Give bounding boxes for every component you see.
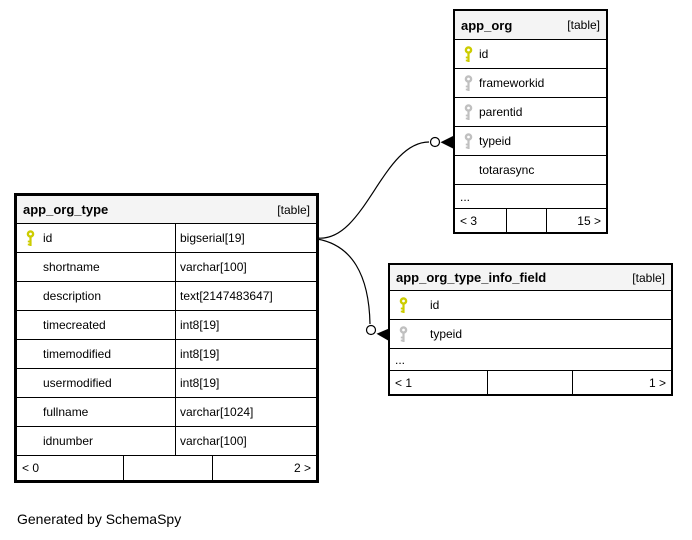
column-type: int8[19]	[180, 376, 220, 390]
footer-mid-cell	[124, 456, 213, 480]
table-title[interactable]: app_org_type_info_field	[396, 270, 547, 285]
foreign-key-icon	[398, 325, 430, 343]
primary-key-icon	[25, 229, 43, 247]
zero-or-one-marker	[429, 136, 441, 148]
footer-mid-cell	[507, 209, 547, 232]
table-title[interactable]: app_org	[461, 17, 513, 33]
column-row-timecreated[interactable]: timecreated int8[19]	[17, 311, 316, 340]
footer-parents-count: 2 >	[293, 461, 311, 475]
table-tag: [table]	[277, 202, 310, 217]
column-row-usermodified[interactable]: usermodified int8[19]	[17, 369, 316, 398]
column-name: totarasync	[479, 163, 535, 177]
footer-parents-count: 15 >	[577, 213, 601, 228]
column-row-typeid[interactable]: typeid	[390, 320, 671, 349]
foreign-key-icon	[463, 74, 479, 92]
column-row-parentid[interactable]: parentid	[455, 98, 606, 127]
column-type: int8[19]	[180, 347, 220, 361]
column-row-frameworkid[interactable]: frameworkid	[455, 69, 606, 98]
table-header: app_org_type_info_field [table]	[390, 265, 671, 291]
column-name: parentid	[479, 105, 523, 119]
table-tag: [table]	[632, 270, 665, 285]
column-name: typeid	[430, 327, 463, 341]
foreign-key-icon	[463, 103, 479, 121]
zero-or-one-marker	[365, 324, 377, 336]
footer-parents-count: 1 >	[648, 375, 666, 390]
column-name: typeid	[479, 134, 512, 148]
column-row-id[interactable]: id bigserial[19]	[17, 224, 316, 253]
column-name: id	[479, 47, 489, 61]
column-row-idnumber[interactable]: idnumber varchar[100]	[17, 427, 316, 456]
table-title[interactable]: app_org_type	[23, 202, 109, 217]
table-header: app_org_type [table]	[17, 196, 316, 224]
footer-children-count: < 0	[17, 456, 124, 480]
table-app_org_type: app_org_type [table] id bigserial[19] shortn…	[14, 193, 319, 483]
column-name: frameworkid	[479, 76, 545, 90]
column-type: int8[19]	[180, 318, 220, 332]
primary-key-icon	[463, 45, 479, 63]
column-row-shortname[interactable]: shortname varchar[100]	[17, 253, 316, 282]
table-footer: < 0 2 >	[17, 456, 316, 480]
column-name: usermodified	[43, 376, 112, 390]
foreign-key-icon	[463, 132, 479, 150]
column-name: timecreated	[43, 318, 106, 332]
table-app_org_type_info_field: app_org_type_info_field [table] id typeid..…	[388, 263, 673, 396]
generator-credit: Generated by SchemaSpy	[17, 511, 182, 527]
column-name: id	[430, 298, 440, 312]
column-name: shortname	[43, 260, 100, 274]
column-type: varchar[100]	[180, 260, 247, 274]
table-footer: < 1 1 >	[390, 371, 671, 394]
column-name: id	[43, 231, 53, 245]
column-row-id[interactable]: id	[390, 291, 671, 320]
ellipsis-row: ...	[390, 349, 671, 371]
arrowhead-icon	[440, 136, 453, 149]
column-row-id[interactable]: id	[455, 40, 606, 69]
column-name: timemodified	[43, 347, 112, 361]
column-name: description	[43, 289, 102, 303]
ellipsis-row: ...	[455, 185, 606, 209]
relationship-edge-info-field	[316, 238, 389, 341]
table-tag: [table]	[567, 18, 600, 32]
column-type: varchar[100]	[180, 434, 247, 448]
column-row-typeid[interactable]: typeid	[455, 127, 606, 156]
relationship-edge-app-org	[316, 136, 453, 239]
column-type: varchar[1024]	[180, 405, 254, 419]
column-row-totarasync[interactable]: totarasync	[455, 156, 606, 185]
table-footer: < 3 15 >	[455, 209, 606, 232]
primary-key-icon	[398, 296, 430, 314]
table-header: app_org [table]	[455, 11, 606, 40]
column-row-fullname[interactable]: fullname varchar[1024]	[17, 398, 316, 427]
column-name: idnumber	[43, 434, 94, 448]
column-type: bigserial[19]	[180, 231, 245, 245]
footer-children-count: < 3	[455, 209, 507, 232]
table-app_org: app_org [table] id frameworkid parentid typei…	[453, 9, 608, 234]
footer-children-count: < 1	[390, 371, 488, 394]
footer-mid-cell	[488, 371, 573, 394]
column-name: fullname	[43, 405, 89, 419]
column-type: text[2147483647]	[180, 289, 273, 303]
column-row-description[interactable]: description text[2147483647]	[17, 282, 316, 311]
column-row-timemodified[interactable]: timemodified int8[19]	[17, 340, 316, 369]
